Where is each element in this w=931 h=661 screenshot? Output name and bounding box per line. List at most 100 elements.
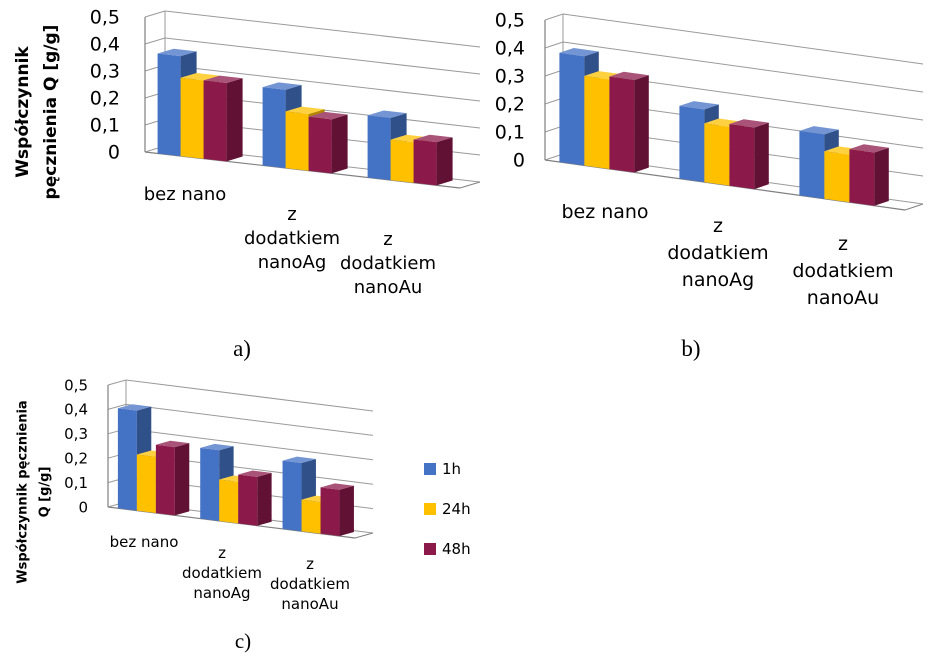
bar-side bbox=[634, 75, 649, 173]
bar-front bbox=[584, 75, 610, 169]
y-tick-label: 0,3 bbox=[64, 425, 88, 443]
x-tick-label: z dodatkiem nanoAu bbox=[792, 233, 893, 309]
bar-front bbox=[559, 52, 585, 166]
bar-front bbox=[390, 139, 414, 183]
gridline bbox=[125, 379, 374, 412]
y-axis-label: pęcznienia Q [g/g] bbox=[41, 25, 61, 200]
legend-label: 24h bbox=[442, 500, 471, 518]
x-tick-label-line: z bbox=[383, 229, 392, 250]
bar-top bbox=[282, 456, 316, 463]
y-axis-label: Q [g/g] bbox=[38, 467, 53, 518]
bar-top bbox=[679, 101, 719, 110]
bar-front bbox=[285, 111, 309, 171]
x-tick-label-line: nanoAu bbox=[807, 287, 879, 309]
x-tick-label: z dodatkiem nanoAg bbox=[244, 204, 340, 273]
legend-item-48h: 48h bbox=[424, 540, 471, 558]
y-tick-label: 0,3 bbox=[495, 66, 525, 88]
legend-item-24h: 24h bbox=[424, 500, 471, 518]
bar-48h-2 bbox=[729, 119, 769, 190]
x-tick-label-line: z bbox=[838, 233, 848, 255]
bar-front bbox=[320, 487, 340, 537]
gridline bbox=[125, 428, 374, 461]
gridline-side bbox=[544, 41, 564, 49]
y-tick-label: 0,1 bbox=[495, 122, 525, 144]
x-tick-label: z dodatkiem nanoAg bbox=[667, 215, 768, 291]
x-tick-label: bez nano bbox=[110, 533, 179, 551]
bar-side bbox=[754, 122, 769, 190]
gridline bbox=[562, 13, 924, 65]
panel-label: b) bbox=[681, 336, 700, 361]
panel-label: c) bbox=[235, 629, 251, 653]
floor-edge bbox=[459, 181, 481, 189]
bar-front bbox=[729, 124, 755, 190]
bar-front bbox=[155, 444, 175, 516]
bars bbox=[117, 404, 354, 537]
bar-side bbox=[174, 443, 190, 516]
gridline bbox=[164, 37, 481, 75]
gridline-side bbox=[144, 10, 166, 18]
bar-48h-3 bbox=[849, 144, 889, 206]
bar-front bbox=[849, 149, 875, 206]
y-tick-label: 0,1 bbox=[90, 115, 120, 137]
x-tick-label-line: nanoAu bbox=[281, 595, 338, 613]
bar-top bbox=[238, 470, 272, 477]
y-axis-label: Współczynnik bbox=[13, 46, 33, 178]
gridline-side bbox=[144, 37, 166, 45]
x-tick-label-line: dodatkiem bbox=[270, 575, 350, 593]
bar-front bbox=[282, 460, 302, 532]
x-tick-label-line: dodatkiem bbox=[244, 228, 340, 249]
x-tick-label: bez nano bbox=[561, 201, 648, 223]
bar-front bbox=[679, 105, 705, 183]
y-tick-label: 0,5 bbox=[90, 7, 120, 29]
bar-top bbox=[262, 82, 302, 90]
bar-top bbox=[413, 134, 453, 143]
bars bbox=[157, 48, 453, 186]
x-tick-label-line: bez nano bbox=[561, 201, 648, 223]
y-tick-label: 0,4 bbox=[64, 401, 88, 419]
x-tick-label: z dodatkiem nanoAu bbox=[270, 555, 350, 613]
gridline bbox=[164, 64, 481, 102]
bar-front bbox=[238, 474, 258, 526]
chart-panel-a: 0 0,1 0,2 0,3 0,4 0,5 bez nano z dodatkiem nanoAg… bbox=[13, 7, 481, 361]
floor-edge bbox=[904, 203, 924, 211]
y-tick-label: 0,2 bbox=[90, 88, 120, 110]
y-tick-label: 0,2 bbox=[64, 449, 88, 467]
bar-front bbox=[200, 447, 220, 521]
bar-front bbox=[262, 87, 286, 169]
y-tick-label: 0,1 bbox=[64, 474, 88, 492]
bar-top bbox=[157, 48, 197, 57]
bar-48h-1 bbox=[203, 75, 243, 162]
bar-front bbox=[308, 116, 332, 174]
x-tick-label-line: dodatkiem bbox=[792, 260, 893, 282]
bar-top bbox=[117, 404, 152, 411]
bar-side bbox=[331, 114, 348, 174]
y-tick-label: 0,4 bbox=[495, 38, 525, 60]
bar-front bbox=[799, 130, 825, 199]
bar-top bbox=[285, 106, 325, 114]
bar-front bbox=[117, 408, 137, 511]
y-tick-label: 0,3 bbox=[90, 61, 120, 83]
legend: 1h 24h 48h bbox=[424, 460, 471, 558]
bar-top bbox=[320, 483, 354, 490]
x-tick-label: z dodatkiem nanoAu bbox=[340, 229, 436, 298]
bar-top bbox=[609, 71, 649, 81]
bar-front bbox=[136, 454, 156, 514]
bars bbox=[559, 48, 889, 206]
bar-48h-2 bbox=[308, 111, 348, 174]
bar-top bbox=[155, 440, 190, 448]
x-tick-label-line: z bbox=[306, 555, 314, 573]
x-tick-label-line: bez nano bbox=[144, 184, 227, 205]
gridline-side bbox=[107, 403, 127, 410]
y-tick-label: 0 bbox=[78, 498, 88, 516]
bar-top bbox=[200, 443, 234, 451]
x-tick-label: bez nano bbox=[144, 184, 227, 205]
bar-top bbox=[180, 72, 220, 81]
bar-top bbox=[390, 134, 430, 143]
y-tick-label: 0 bbox=[513, 150, 525, 172]
gridline bbox=[562, 41, 924, 93]
x-tick-label-line: z bbox=[218, 544, 226, 562]
bar-48h-3 bbox=[320, 483, 354, 537]
bar-top bbox=[367, 110, 407, 118]
y-tick-label: 0 bbox=[108, 142, 120, 164]
bar-48h-3 bbox=[413, 134, 453, 186]
